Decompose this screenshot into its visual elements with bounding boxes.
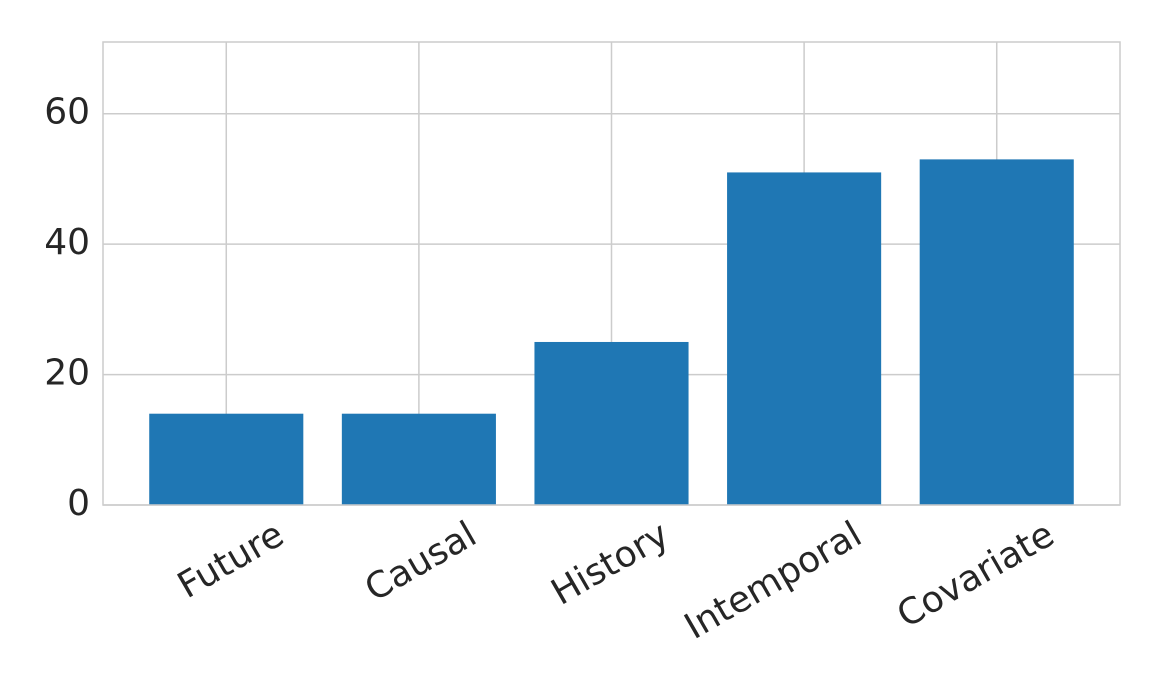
y-tick-label: 0 — [67, 483, 90, 524]
bar — [341, 413, 496, 505]
plot-frame — [102, 41, 1121, 506]
bar — [534, 341, 689, 505]
y-tick-label: 60 — [44, 92, 90, 133]
x-tick-label: Future — [171, 514, 291, 607]
x-tick-label: Covariate — [890, 514, 1061, 636]
bar — [727, 172, 882, 505]
bar — [919, 159, 1074, 505]
x-tick-label: Intemporal — [678, 514, 869, 648]
y-tick-label: 40 — [44, 222, 90, 263]
x-tick-label: Causal — [358, 514, 483, 610]
bar — [149, 413, 304, 505]
x-tick-label: History — [545, 514, 676, 614]
y-tick-label: 20 — [44, 353, 90, 394]
